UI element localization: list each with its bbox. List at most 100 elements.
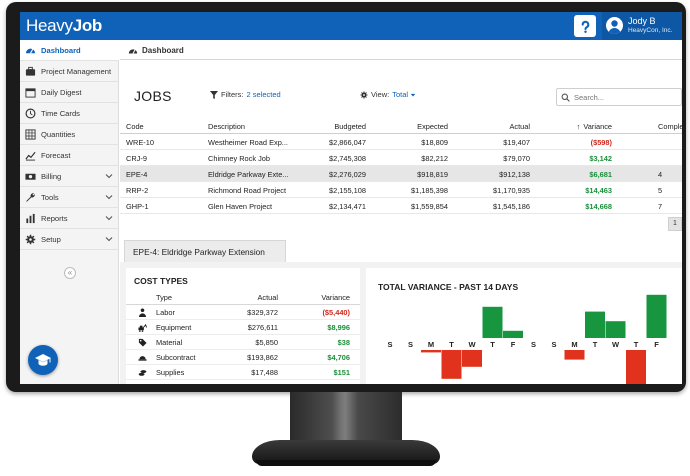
screen: HeavyJob Jody B HeavyCon, Inc. Dashboard… xyxy=(20,12,682,384)
variance-bar[interactable] xyxy=(421,350,441,353)
question-icon xyxy=(581,20,589,33)
cost-type-name: Labor xyxy=(156,308,175,317)
cell-expected: $1,185,398 xyxy=(411,186,448,195)
grid-icon xyxy=(24,128,36,140)
cell-variance: ($598) xyxy=(590,138,612,147)
sidebar-item-billing[interactable]: Billing xyxy=(20,166,119,187)
monitor-stand-shine xyxy=(332,392,358,444)
top-bar: HeavyJob Jody B HeavyCon, Inc. xyxy=(20,12,682,40)
cell-variance: $14,463 xyxy=(585,186,612,195)
hardhat-icon xyxy=(138,353,147,362)
cell-description: Westheimer Road Exp... xyxy=(208,138,288,147)
table-row[interactable]: CRJ-9 Chimney Rock Job $2,745,308 $82,212 $7… xyxy=(120,150,682,166)
view-control[interactable]: View: Total xyxy=(360,90,416,99)
sidebar-item-quantities[interactable]: Quantities xyxy=(20,124,119,145)
chevron-down-icon[interactable] xyxy=(105,214,113,222)
sidebar-item-project-management[interactable]: Project Management xyxy=(20,61,119,82)
graduation-cap-icon xyxy=(35,354,51,366)
variance-bar[interactable] xyxy=(646,294,667,338)
cell-complete: 5 xyxy=(658,186,663,195)
variance-bar[interactable] xyxy=(564,350,585,360)
coins-icon xyxy=(138,368,147,377)
sidebar-item-tools[interactable]: Tools xyxy=(20,187,119,208)
chevron-down-icon[interactable] xyxy=(105,172,113,180)
column-header-code[interactable]: Code xyxy=(126,122,144,131)
sidebar-collapse-button[interactable]: « xyxy=(64,267,76,279)
column-header-expected[interactable]: Expected xyxy=(417,122,448,131)
column-header-variance[interactable]: ↑ Variance xyxy=(577,122,612,131)
cell-budgeted: $2,866,047 xyxy=(329,138,366,147)
app-logo[interactable]: HeavyJob xyxy=(26,16,102,36)
column-header-complete[interactable]: Complet xyxy=(658,122,682,131)
cell-code: RRP-2 xyxy=(126,186,149,195)
cell-actual: $1,170,935 xyxy=(493,186,530,195)
variance-bar[interactable] xyxy=(503,330,523,338)
day-label: T xyxy=(593,340,598,349)
cell-code: EPE-4 xyxy=(126,170,148,179)
sidebar-item-reports[interactable]: Reports xyxy=(20,208,119,229)
chevron-down-icon[interactable] xyxy=(105,235,113,243)
column-header-description[interactable]: Description xyxy=(208,122,245,131)
variance-bar[interactable] xyxy=(462,350,482,367)
user-menu[interactable]: Jody B HeavyCon, Inc. xyxy=(602,12,682,40)
cell-budgeted: $2,155,108 xyxy=(329,186,366,195)
table-row[interactable]: EPE-4 Eldridge Parkway Exte... $2,276,029 $… xyxy=(120,166,682,182)
cost-type-variance: $38 xyxy=(337,338,350,347)
table-row[interactable]: RRP-2 Richmond Road Project $2,155,108 $1,1… xyxy=(120,182,682,198)
bar-chart-icon xyxy=(24,212,36,224)
variance-bar[interactable] xyxy=(441,350,462,379)
filters-value[interactable]: 2 selected xyxy=(246,90,281,99)
view-value[interactable]: Total xyxy=(392,90,409,99)
cell-variance: $14,668 xyxy=(585,202,612,211)
day-label: S xyxy=(551,340,556,349)
sidebar-item-setup[interactable]: Setup xyxy=(20,229,119,250)
sidebar-item-daily-digest[interactable]: Daily Digest xyxy=(20,82,119,103)
help-button[interactable] xyxy=(574,15,596,37)
cost-type-variance: $151 xyxy=(333,368,350,377)
sidebar-item-dashboard[interactable]: Dashboard xyxy=(20,40,119,61)
gear-icon xyxy=(24,233,36,245)
money-icon xyxy=(24,170,36,182)
day-label: M xyxy=(571,340,577,349)
table-header-row: Code Description Budgeted Expected Actua… xyxy=(120,118,682,134)
day-label: T xyxy=(634,340,639,349)
cost-type-name: Material xyxy=(156,338,183,347)
cell-code: CRJ-9 xyxy=(126,154,147,163)
cost-type-variance: $8,996 xyxy=(327,323,350,332)
search-input[interactable] xyxy=(556,88,682,106)
sidebar-item-time-cards[interactable]: Time Cards xyxy=(20,103,119,124)
day-label: W xyxy=(468,340,476,349)
column-header-budgeted[interactable]: Budgeted xyxy=(334,122,366,131)
column-header-actual[interactable]: Actual xyxy=(509,122,530,131)
monitor-stand-edge xyxy=(256,460,436,466)
variance-bar[interactable] xyxy=(585,311,605,338)
cell-actual: $1,545,186 xyxy=(493,202,530,211)
search-icon xyxy=(561,93,570,102)
table-row[interactable]: GHP-1 Glen Haven Project $2,134,471 $1,559,… xyxy=(120,198,682,214)
sidebar-item-label: Tools xyxy=(41,192,59,202)
sidebar-item-label: Setup xyxy=(41,234,61,244)
pagination-page-1[interactable]: 1 xyxy=(668,217,682,231)
variance-bar[interactable] xyxy=(482,306,503,338)
worker-icon xyxy=(138,308,147,317)
sidebar-item-forecast[interactable]: Forecast xyxy=(20,145,119,166)
gear-icon xyxy=(360,91,368,98)
day-label: M xyxy=(428,340,434,349)
cell-expected: $918,819 xyxy=(417,170,448,179)
logo-light-text: Heavy xyxy=(26,16,73,35)
learning-button[interactable] xyxy=(28,345,58,375)
cell-description: Glen Haven Project xyxy=(208,202,273,211)
sidebar-item-label: Daily Digest xyxy=(41,87,82,97)
cell-variance: $6,681 xyxy=(589,170,612,179)
table-row[interactable]: WRE-10 Westheimer Road Exp... $2,866,047 $1… xyxy=(120,134,682,150)
job-detail-tab[interactable]: EPE-4: Eldridge Parkway Extension xyxy=(124,240,286,262)
cell-code: GHP-1 xyxy=(126,202,149,211)
variance-bar[interactable] xyxy=(605,321,626,338)
chevron-down-icon[interactable] xyxy=(105,193,113,201)
variance-bar[interactable] xyxy=(626,350,646,384)
day-label: F xyxy=(654,340,659,349)
cost-type-name: Supplies xyxy=(156,368,185,377)
filters-control[interactable]: Filters: 2 selected xyxy=(210,90,281,99)
